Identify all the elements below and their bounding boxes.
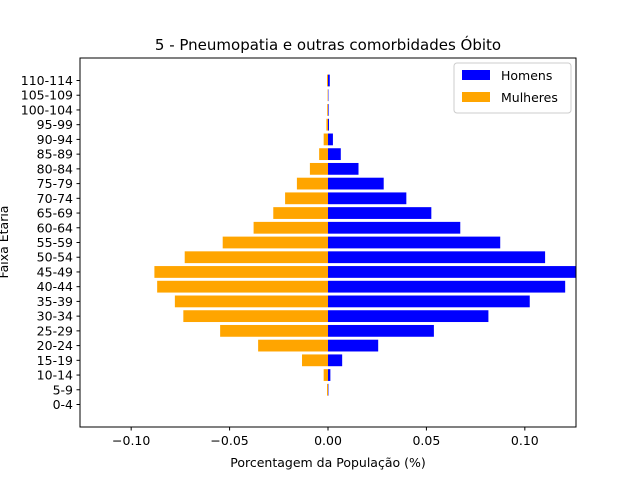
bar-mulheres-10-14 (323, 369, 328, 381)
bar-mulheres-100-104 (327, 104, 328, 116)
x-tick-label: 0.00 (314, 433, 342, 448)
bar-mulheres-75-79 (296, 177, 328, 190)
x-tick-label: −0.05 (210, 433, 248, 448)
bar-homens-85-89 (328, 148, 341, 161)
y-tick-label: 20-24 (37, 338, 73, 353)
y-tick-label: 10-14 (37, 368, 73, 383)
y-tick-label: 100-104 (21, 102, 73, 117)
bar-mulheres-20-24 (258, 339, 328, 352)
legend-label-mulheres: Mulheres (501, 90, 558, 105)
x-tick-label: −0.10 (112, 433, 150, 448)
legend-swatch-homens (462, 70, 490, 80)
bar-mulheres-80-84 (309, 162, 328, 175)
bar-homens-60-64 (328, 221, 461, 234)
y-tick-label: 55-59 (37, 235, 73, 250)
bar-mulheres-35-39 (174, 295, 328, 308)
bar-homens-15-19 (328, 354, 343, 367)
bar-homens-45-49 (328, 266, 576, 278)
ticks-group: 0-45-910-1415-1920-2425-2930-3435-3940-4… (21, 73, 539, 448)
bar-homens-20-24 (328, 339, 379, 352)
y-tick-label: 110-114 (21, 73, 73, 88)
bar-homens-55-59 (328, 236, 501, 249)
bar-homens-95-99 (328, 118, 329, 131)
legend: Homens Mulheres (453, 62, 572, 114)
bar-mulheres-50-54 (184, 251, 328, 264)
y-tick-label: 85-89 (37, 147, 73, 162)
bars-group (154, 74, 576, 396)
bar-homens-90-94 (328, 133, 333, 146)
bar-mulheres-15-19 (302, 354, 328, 367)
y-tick-label: 30-34 (37, 309, 73, 324)
y-tick-label: 80-84 (37, 161, 73, 176)
y-tick-label: 50-54 (37, 250, 73, 265)
bar-homens-80-84 (328, 162, 359, 175)
y-tick-label: 25-29 (37, 323, 73, 338)
bar-mulheres-90-94 (323, 133, 328, 146)
bar-mulheres-25-29 (220, 324, 328, 337)
bar-mulheres-95-99 (326, 118, 328, 131)
bar-mulheres-45-49 (154, 266, 328, 278)
bar-mulheres-55-59 (222, 236, 328, 249)
y-tick-label: 15-19 (37, 353, 73, 368)
y-tick-label: 45-49 (37, 264, 73, 279)
bar-homens-110-114 (328, 74, 330, 87)
y-tick-label: 0-4 (53, 397, 73, 412)
bar-homens-30-34 (328, 310, 489, 323)
y-tick-label: 60-64 (37, 220, 73, 235)
bar-mulheres-40-44 (157, 280, 328, 293)
y-tick-label: 95-99 (37, 117, 73, 132)
y-tick-label: 75-79 (37, 176, 73, 191)
x-tick-label: 0.10 (511, 433, 539, 448)
bar-homens-75-79 (328, 177, 384, 190)
bar-mulheres-110-114 (327, 74, 328, 87)
y-tick-label: 90-94 (37, 132, 73, 147)
bar-mulheres-85-89 (319, 148, 328, 161)
x-tick-label: 0.05 (412, 433, 440, 448)
y-tick-label: 5-9 (53, 382, 73, 397)
bar-homens-10-14 (328, 369, 331, 381)
bar-mulheres-30-34 (183, 310, 328, 323)
y-axis-label: Faixa Etária (0, 206, 11, 279)
y-tick-label: 105-109 (21, 88, 73, 103)
chart-title: 5 - Pneumopatia e outras comorbidades Ób… (155, 35, 501, 54)
bar-mulheres-65-69 (273, 207, 328, 219)
x-axis-label: Porcentagem da População (%) (230, 455, 426, 470)
y-tick-label: 40-44 (37, 279, 73, 294)
y-tick-label: 35-39 (37, 294, 73, 309)
bar-mulheres-60-64 (253, 221, 328, 234)
bar-homens-50-54 (328, 251, 546, 264)
bar-homens-25-29 (328, 324, 434, 337)
bar-mulheres-70-74 (285, 192, 328, 205)
bar-homens-35-39 (328, 295, 530, 308)
y-tick-label: 70-74 (37, 191, 73, 206)
legend-swatch-mulheres (462, 92, 490, 102)
y-tick-label: 65-69 (37, 206, 73, 221)
bar-homens-70-74 (328, 192, 407, 205)
bar-homens-40-44 (328, 280, 566, 293)
bar-mulheres-5-9 (327, 383, 328, 396)
bar-homens-100-104 (328, 104, 329, 116)
legend-label-homens: Homens (501, 68, 552, 83)
plot-area-frame (79, 57, 577, 428)
bar-homens-65-69 (328, 207, 432, 219)
